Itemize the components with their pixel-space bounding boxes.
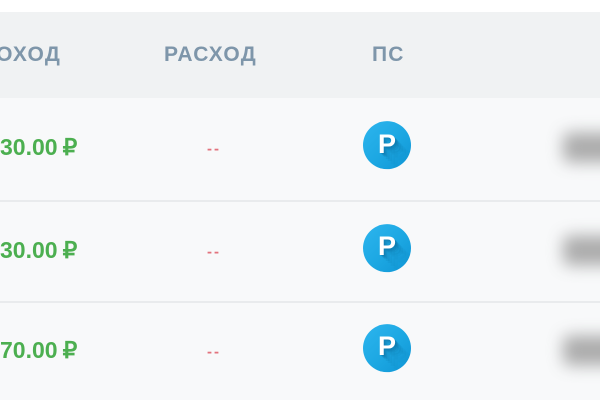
payeer-icon: P [363, 223, 411, 272]
row-divider [0, 200, 600, 202]
payeer-letter: P [377, 128, 396, 159]
table-row: 30.00 ₽ -- P [0, 202, 600, 301]
payeer-icon: P [363, 121, 411, 170]
income-value: 30.00 [0, 133, 58, 160]
row-divider [0, 301, 600, 303]
column-header-payment-system: ПС [372, 43, 405, 66]
income-amount: 30.00 ₽ [0, 236, 77, 263]
ruble-sign: ₽ [62, 336, 78, 363]
table-header: ДОХОД РАСХОД ПС [0, 12, 600, 98]
ruble-sign: ₽ [62, 133, 78, 160]
expense-value: -- [207, 140, 221, 158]
income-value: 30.00 [0, 236, 58, 263]
redacted-value-blur [563, 335, 600, 365]
column-header-expense: РАСХОД [164, 43, 257, 66]
income-amount: 30.00 ₽ [0, 134, 77, 161]
ruble-sign: ₽ [62, 236, 78, 263]
income-value: 70.00 [0, 336, 58, 363]
income-amount: 70.00 ₽ [0, 336, 77, 363]
redacted-value-blur [563, 235, 600, 265]
table-row: 70.00 ₽ -- P [0, 303, 600, 400]
redacted-value-blur [563, 132, 600, 163]
expense-value: -- [207, 343, 221, 360]
expense-value: -- [207, 243, 221, 260]
table-row: 30.00 ₽ -- P [0, 98, 600, 200]
column-header-income: ДОХОД [0, 43, 61, 66]
payeer-letter: P [377, 231, 396, 262]
payeer-letter: P [377, 331, 396, 362]
payeer-icon: P [363, 323, 411, 372]
